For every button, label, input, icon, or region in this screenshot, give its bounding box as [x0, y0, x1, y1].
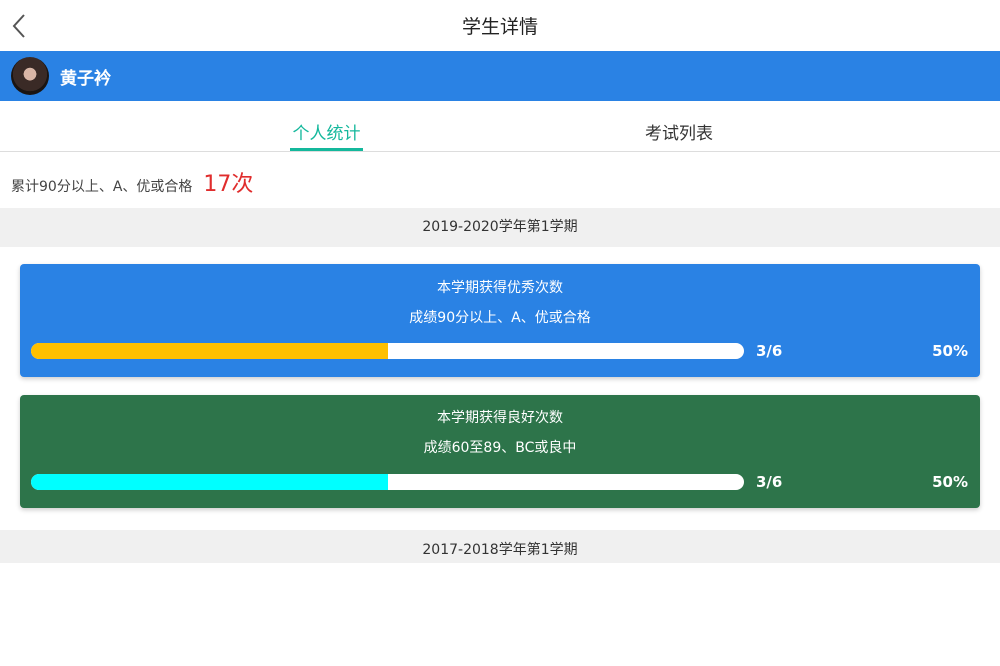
excellent-card: 本学期获得优秀次数 成绩90分以上、A、优或合格 3/6 50% [20, 264, 980, 377]
semester-header: 2019-2020学年第1学期 [0, 208, 1000, 247]
summary-count: 17次 [203, 172, 254, 197]
avatar [11, 57, 49, 95]
chevron-left-icon[interactable] [8, 12, 32, 40]
summary: 累计90分以上、A、优或合格 17次 [11, 166, 253, 198]
percent: 50% [932, 473, 968, 491]
card-title: 本学期获得良好次数 [437, 410, 563, 426]
page-title: 学生详情 [461, 16, 538, 38]
card-title: 本学期获得优秀次数 [437, 280, 563, 296]
percent: 50% [932, 342, 968, 360]
progress-bar [31, 343, 744, 359]
progress-bar [31, 474, 744, 490]
tab-bar: 个人统计 考试列表 [0, 101, 1000, 152]
fraction: 3/6 [756, 342, 783, 360]
tab-exam-list[interactable]: 考试列表 [645, 124, 713, 144]
tab-personal-stats[interactable]: 个人统计 [290, 119, 363, 151]
summary-label: 累计90分以上、A、优或合格 [11, 179, 193, 195]
header: 学生详情 [0, 0, 1000, 51]
user-bar: 黄子衿 [0, 51, 1000, 101]
card-subtitle: 成绩60至89、BC或良中 [423, 440, 577, 456]
card-subtitle: 成绩90分以上、A、优或合格 [409, 310, 591, 326]
progress-fill [31, 343, 388, 359]
student-name: 黄子衿 [60, 68, 111, 89]
fraction: 3/6 [756, 473, 783, 491]
semester-header: 2017-2018学年第1学期 [0, 530, 1000, 563]
good-card: 本学期获得良好次数 成绩60至89、BC或良中 3/6 50% [20, 395, 980, 508]
progress-fill [31, 474, 388, 490]
